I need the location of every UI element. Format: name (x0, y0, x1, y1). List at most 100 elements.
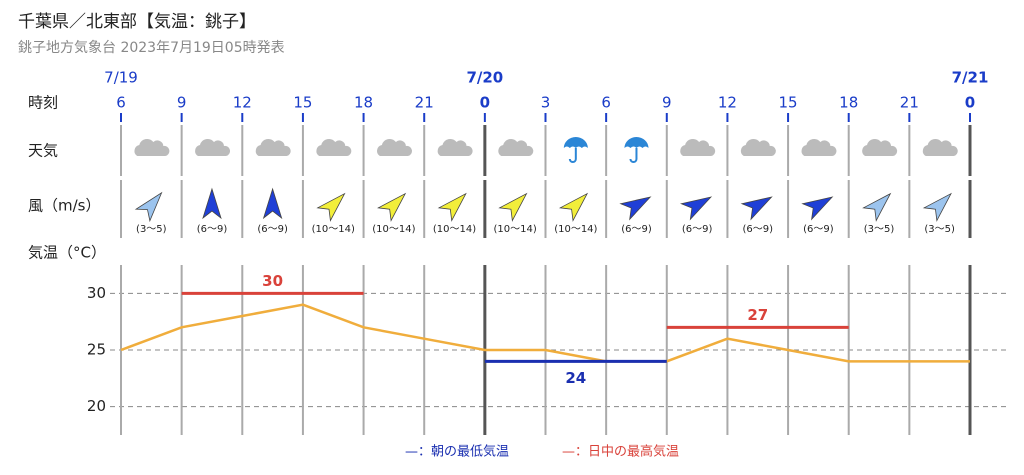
date-label: 7/21 (952, 69, 989, 87)
temperature-line (120, 303, 970, 363)
legend-low: —：朝の最低気温 (405, 444, 509, 460)
time-label: 18 (354, 94, 373, 112)
weather-icon (498, 138, 534, 156)
wind-speed: (10〜14) (554, 224, 597, 235)
weather-icon (740, 138, 776, 156)
weather-icon (862, 138, 898, 156)
high-label: 30 (262, 272, 283, 290)
wind-arrow (498, 192, 528, 222)
cloud (134, 138, 170, 156)
cloud (195, 138, 231, 156)
row-label: 風（m/s） (28, 197, 100, 215)
cloud (680, 138, 716, 156)
time-label: 21 (900, 94, 919, 112)
row-label: 天気 (28, 142, 58, 160)
arrow-head (558, 192, 589, 222)
arrow-head (134, 191, 163, 223)
wind-arrow (862, 192, 892, 222)
cloud (255, 138, 291, 156)
arrow-head (740, 196, 773, 221)
arrow-head (619, 196, 652, 221)
high-label: 27 (747, 306, 768, 324)
weather-icon (680, 138, 716, 156)
wind-speed: (6〜9) (742, 224, 773, 235)
time-label: 6 (116, 94, 126, 112)
wind-arrow (801, 196, 834, 221)
weather-icon (316, 138, 352, 156)
cloud (922, 138, 958, 156)
wind-arrow (740, 196, 773, 221)
arrow-head (862, 192, 892, 222)
wind-arrow (202, 187, 222, 220)
arrow-head (680, 196, 713, 221)
wind-speed: (10〜14) (433, 224, 476, 235)
wind-speed: (10〜14) (312, 224, 355, 235)
y-tick-label: 25 (87, 341, 106, 359)
date-label: 7/20 (466, 69, 503, 87)
cloud (437, 138, 473, 156)
weather-icon (195, 138, 231, 156)
low-label: 24 (565, 369, 586, 387)
wind-arrow (134, 191, 163, 223)
time-label: 12 (233, 94, 252, 112)
arrow-head (922, 192, 952, 222)
umbrella-canopy (624, 137, 649, 148)
weather-icon (437, 138, 473, 156)
wind-speed: (10〜14) (372, 224, 415, 235)
wind-speed: (6〜9) (621, 224, 652, 235)
wind-arrow (558, 192, 589, 222)
wind-speed: (3〜5) (864, 224, 895, 235)
weather-icon (563, 137, 588, 163)
umbrella-handle (568, 148, 577, 163)
wind-speed: (6〜9) (197, 224, 228, 235)
weather-icon (624, 137, 649, 163)
time-label: 9 (662, 94, 672, 112)
time-label: 9 (177, 94, 187, 112)
cloud (316, 138, 352, 156)
time-label: 12 (718, 94, 737, 112)
wind-speed: (3〜5) (136, 224, 167, 235)
cloud (498, 138, 534, 156)
wind-speed: (3〜5) (924, 224, 955, 235)
time-label: 15 (779, 94, 798, 112)
wind-speed: (10〜14) (494, 224, 537, 235)
wind-arrow (437, 192, 467, 222)
arrow-head (801, 196, 834, 221)
time-label: 0 (480, 94, 490, 112)
title: 千葉県／北東部【気温：銚子】 (18, 12, 256, 32)
wind-speed: (6〜9) (257, 224, 288, 235)
cloud (801, 138, 837, 156)
arrow-head (498, 192, 528, 222)
arrow-head (262, 187, 283, 220)
wind-arrow (316, 192, 346, 222)
umbrella-canopy (563, 137, 588, 148)
arrow-head (377, 192, 407, 222)
date-label: 7/19 (104, 69, 138, 87)
time-label: 3 (541, 94, 551, 112)
arrow-head (437, 192, 467, 222)
row-label: 時刻 (28, 94, 58, 112)
weather-icon (255, 138, 291, 156)
weather-icon (377, 138, 412, 156)
y-axis-label: 気温（°C） (28, 244, 106, 262)
arrow-head (316, 192, 346, 222)
cloud (740, 138, 776, 156)
subtitle: 銚子地方気象台 2023年7月19日05時発表 (18, 40, 285, 56)
wind-arrow (377, 192, 407, 222)
time-label: 0 (965, 94, 975, 112)
time-label: 6 (601, 94, 611, 112)
wind-speed: (6〜9) (682, 224, 713, 235)
wind-arrow (922, 192, 952, 222)
y-tick-label: 20 (87, 397, 106, 415)
cloud (862, 138, 898, 156)
wind-arrow (619, 196, 652, 221)
wind-speed: (6〜9) (803, 224, 834, 235)
weather-icon (922, 138, 958, 156)
weather-icon (801, 138, 837, 156)
arrow-head (202, 187, 222, 220)
cloud (377, 138, 412, 156)
weather-icon (134, 138, 170, 156)
y-tick-label: 30 (87, 284, 106, 302)
time-label: 15 (293, 94, 312, 112)
